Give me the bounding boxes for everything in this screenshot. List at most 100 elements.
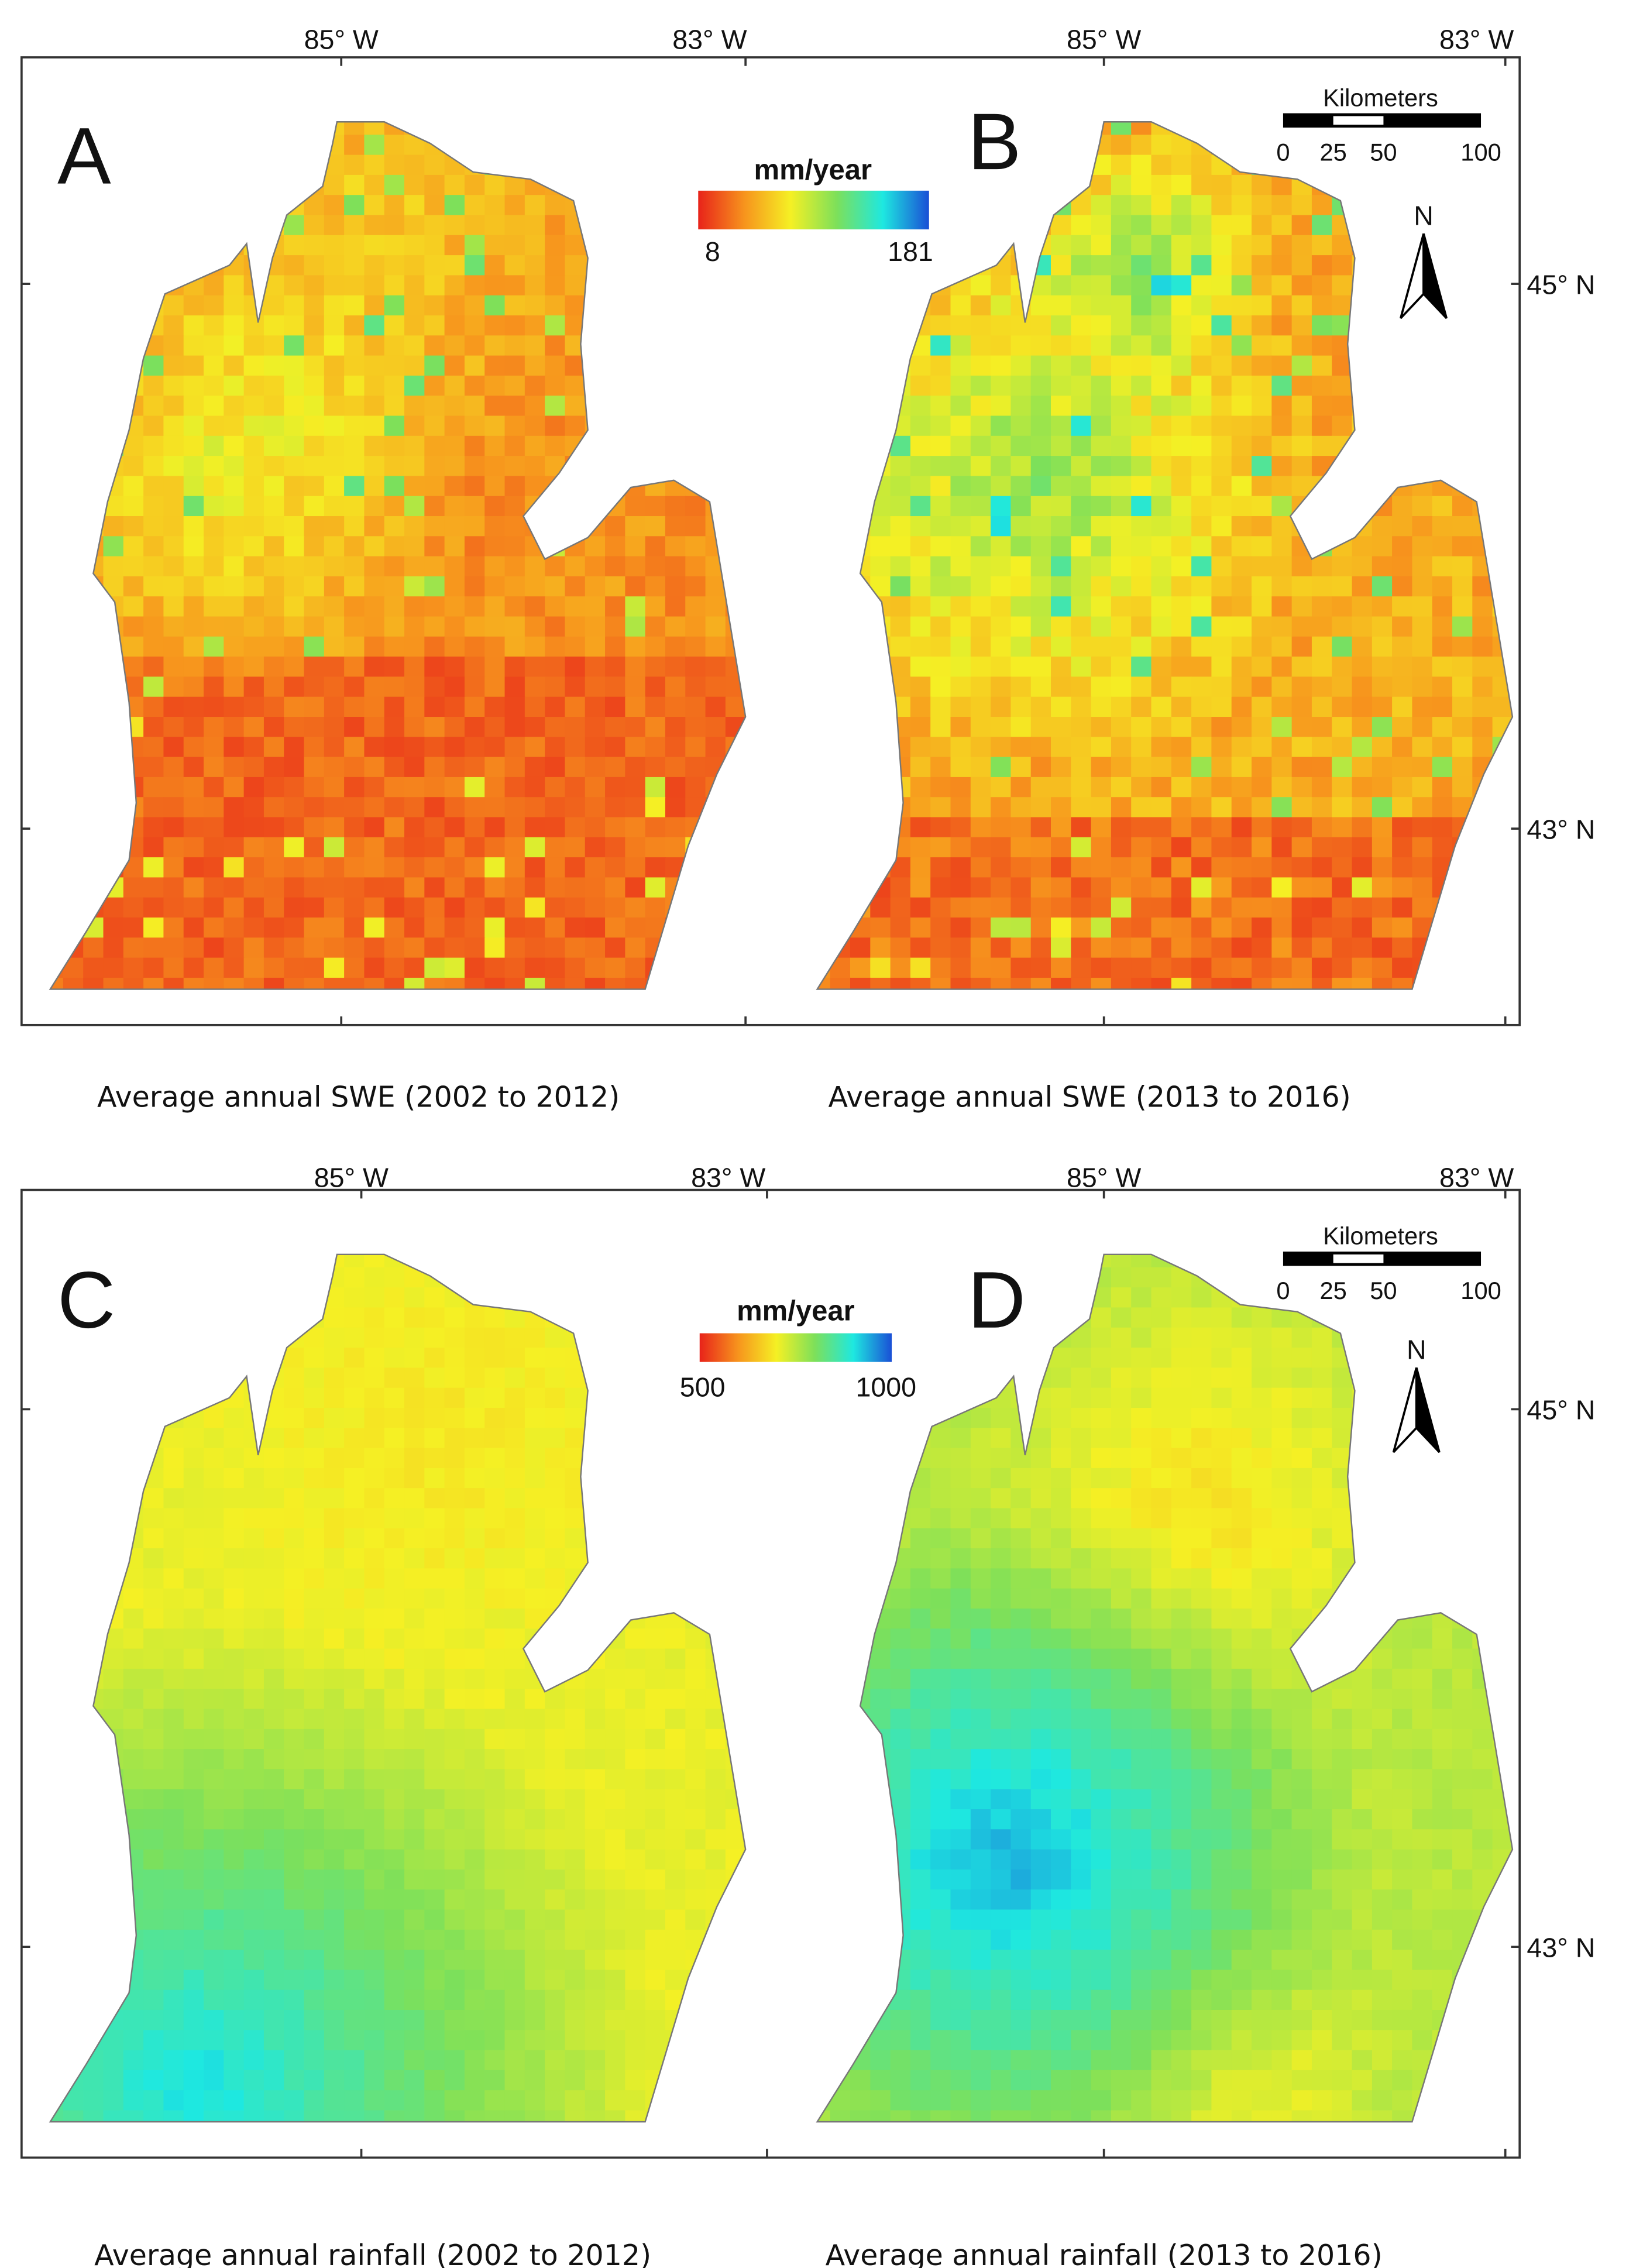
raster-cell <box>545 1528 566 1549</box>
raster-cell <box>143 255 164 276</box>
raster-cell <box>364 616 385 638</box>
raster-cell <box>284 355 305 377</box>
raster-cell <box>1311 676 1333 697</box>
raster-cell <box>645 355 666 377</box>
raster-cell <box>143 1970 164 1991</box>
raster-cell <box>1111 737 1132 758</box>
raster-cell <box>725 496 746 517</box>
raster-cell <box>1291 496 1313 517</box>
raster-cell <box>143 215 164 236</box>
raster-cell <box>930 135 951 156</box>
raster-cell <box>1271 536 1293 557</box>
raster-cell <box>424 1628 445 1650</box>
raster-cell <box>1332 696 1353 718</box>
raster-cell <box>565 275 586 296</box>
raster-cell <box>304 737 325 758</box>
raster-cell <box>1372 235 1393 256</box>
raster-cell <box>1352 496 1373 517</box>
raster-cell <box>1091 616 1112 638</box>
raster-cell <box>1412 355 1433 377</box>
raster-cell <box>524 1267 546 1288</box>
raster-cell <box>143 1407 164 1429</box>
raster-cell <box>524 396 546 417</box>
raster-cell <box>83 1909 104 1931</box>
raster-cell <box>50 1668 64 1690</box>
raster-cell <box>605 1267 626 1288</box>
raster-cell <box>745 1950 746 1971</box>
raster-cell <box>183 1588 205 1610</box>
raster-cell <box>870 154 891 176</box>
raster-cell <box>243 1668 265 1690</box>
raster-cell <box>424 817 445 839</box>
raster-cell <box>484 1829 506 1850</box>
raster-cell <box>263 255 285 276</box>
raster-cell <box>910 817 932 839</box>
raster-cell <box>1071 596 1092 617</box>
raster-cell <box>1191 476 1212 497</box>
raster-cell <box>464 957 486 979</box>
raster-cell <box>204 857 225 878</box>
raster-cell <box>103 355 125 377</box>
raster-cell <box>163 1729 184 1750</box>
raster-cell <box>304 1849 325 1871</box>
raster-cell <box>1352 797 1373 818</box>
raster-cell <box>123 1929 145 1951</box>
raster-cell <box>1231 797 1253 818</box>
raster-cell <box>625 315 646 336</box>
raster-cell <box>1432 917 1453 939</box>
raster-cell <box>63 616 84 638</box>
raster-cell <box>504 797 526 818</box>
raster-cell <box>1392 937 1413 958</box>
raster-cell <box>464 295 486 317</box>
raster-cell <box>930 215 951 236</box>
raster-cell <box>1171 195 1192 216</box>
raster-cell <box>1211 696 1232 718</box>
raster-cell <box>1432 195 1453 216</box>
raster-cell <box>1372 556 1393 578</box>
raster-cell <box>284 195 305 216</box>
raster-cell <box>991 937 1012 958</box>
raster-cell <box>524 776 546 798</box>
raster-cell <box>504 957 526 979</box>
raster-cell <box>1512 657 1513 678</box>
raster-cell <box>1111 355 1132 377</box>
raster-cell <box>143 917 164 939</box>
raster-cell <box>143 717 164 738</box>
raster-cell <box>243 556 265 578</box>
raster-cell <box>324 937 345 958</box>
raster-cell <box>224 1648 245 1670</box>
raster-cell <box>1432 676 1453 697</box>
raster-cell <box>970 937 992 958</box>
raster-cell <box>204 636 225 658</box>
raster-cell <box>263 415 285 437</box>
raster-cell <box>63 1869 84 1891</box>
raster-cell <box>324 1528 345 1549</box>
raster-cell <box>404 1829 425 1850</box>
raster-cell <box>930 977 951 989</box>
raster-cell <box>344 676 365 697</box>
raster-cell <box>404 1307 425 1328</box>
raster-cell <box>424 1588 445 1610</box>
raster-cell <box>183 636 205 658</box>
raster-cell <box>1010 335 1032 356</box>
raster-cell <box>1231 857 1253 878</box>
raster-cell <box>123 2009 145 2031</box>
raster-cell <box>304 696 325 718</box>
raster-cell <box>83 1789 104 1810</box>
raster-cell <box>970 696 992 718</box>
raster-cell <box>1311 435 1333 457</box>
raster-cell <box>424 1287 445 1308</box>
raster-cell <box>1271 676 1293 697</box>
raster-cell <box>726 998 747 1019</box>
raster-cell <box>625 1709 646 1730</box>
raster-cell <box>224 295 245 317</box>
raster-cell <box>1030 556 1052 578</box>
raster-cell <box>324 536 345 557</box>
raster-cell <box>263 1729 285 1750</box>
raster-cell <box>524 657 546 678</box>
raster-cell <box>224 476 245 497</box>
raster-cell <box>1492 877 1513 898</box>
raster-cell <box>665 857 686 878</box>
raster-cell <box>263 1769 285 1790</box>
raster-cell <box>1432 576 1453 597</box>
